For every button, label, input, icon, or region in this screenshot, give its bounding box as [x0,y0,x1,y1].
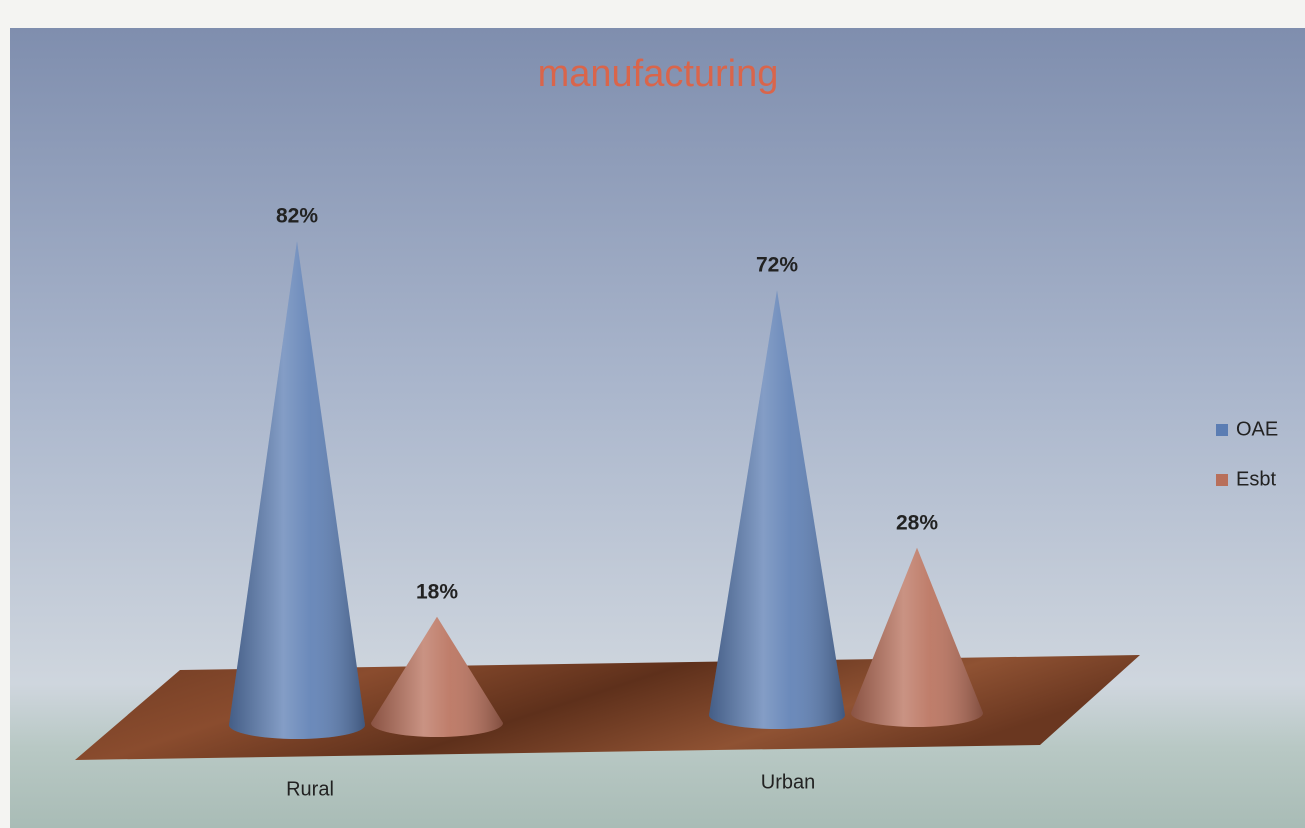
chart-title: manufacturing [538,53,779,95]
cone-shading [709,290,845,729]
data-label: 82% [276,205,318,228]
cone-shading [229,241,365,739]
x-tick-label: Urban [761,771,815,793]
legend-label: Esbt [1236,468,1276,490]
cone-shading [371,616,503,737]
data-label: 72% [756,254,798,277]
x-tick-label: Rural [286,778,334,800]
legend-swatch [1216,424,1228,436]
legend-swatch [1216,474,1228,486]
data-label: 18% [416,580,458,603]
cone-shading [851,547,983,727]
legend-label: OAE [1236,418,1278,440]
data-label: 28% [896,511,938,534]
